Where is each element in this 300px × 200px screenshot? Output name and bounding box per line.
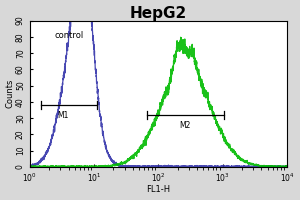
Text: M2: M2 bbox=[180, 121, 191, 130]
X-axis label: FL1-H: FL1-H bbox=[146, 185, 170, 194]
Title: HepG2: HepG2 bbox=[130, 6, 187, 21]
Text: control: control bbox=[54, 31, 83, 40]
Y-axis label: Counts: Counts bbox=[6, 79, 15, 108]
Text: M1: M1 bbox=[58, 111, 69, 120]
